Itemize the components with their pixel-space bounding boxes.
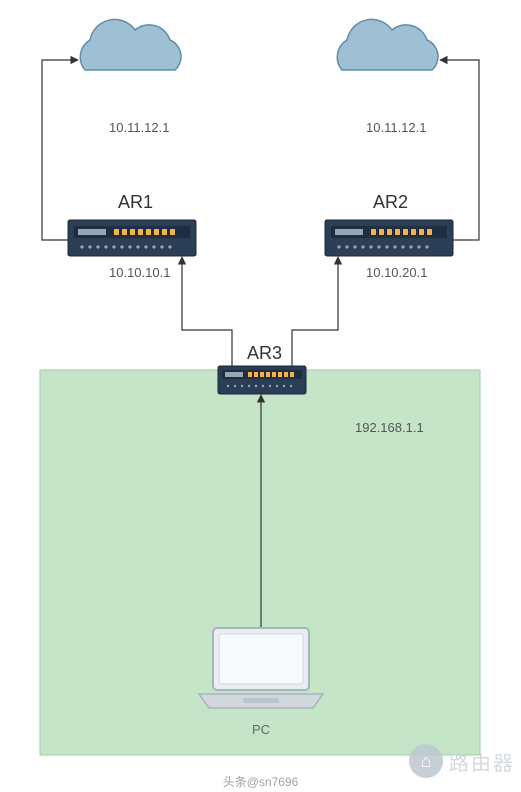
cloud-left — [80, 19, 181, 70]
credit-text: 头条@sn7696 — [223, 773, 299, 790]
edge-ar3-ar1 — [182, 257, 232, 368]
ar3-title: AR3 — [247, 343, 282, 364]
watermark: ⌂ 路由器 — [409, 744, 515, 778]
laptop-pc — [199, 628, 323, 708]
svg-layer — [0, 0, 521, 792]
ar1-ip: 10.10.10.1 — [109, 265, 170, 280]
cloud-right-ip: 10.11.12.1 — [366, 120, 426, 135]
ar2-title: AR2 — [373, 192, 408, 213]
router-ar3 — [218, 366, 306, 394]
router-icon: ⌂ — [409, 744, 443, 778]
ar1-title: AR1 — [118, 192, 153, 213]
ar3-lan-ip: 192.168.1.1 — [355, 420, 424, 435]
ar2-ip: 10.10.20.1 — [366, 265, 427, 280]
router-ar1 — [68, 220, 196, 256]
cloud-left-ip: 10.11.12.1 — [109, 120, 169, 135]
edge-ar2-cloud-right — [440, 60, 479, 240]
router-ar2 — [325, 220, 453, 256]
watermark-text: 路由器 — [449, 747, 515, 776]
edge-ar3-ar2 — [292, 257, 338, 368]
cloud-right — [337, 19, 438, 70]
edge-ar1-cloud-left — [42, 60, 78, 240]
pc-label: PC — [252, 722, 270, 737]
diagram-canvas: 10.11.12.1 10.11.12.1 AR1 AR2 AR3 10.10.… — [0, 0, 521, 792]
